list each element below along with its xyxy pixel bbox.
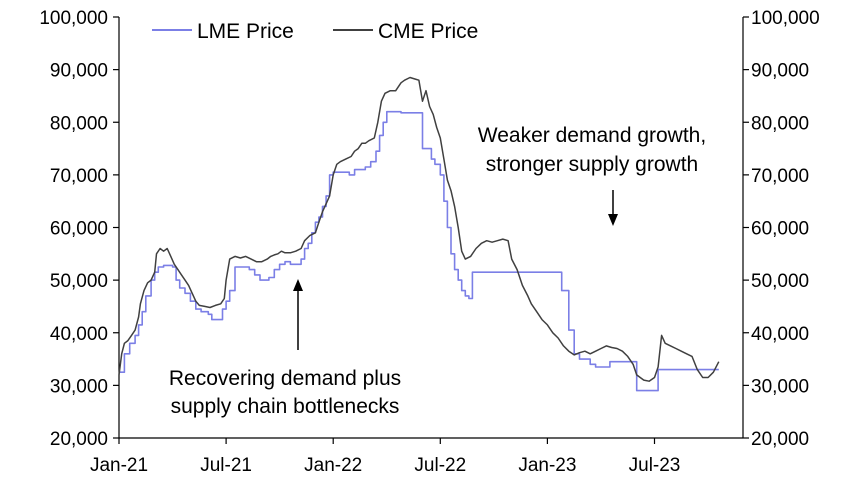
annotation-weaker: Weaker demand growth, stronger supply gr…	[478, 124, 706, 226]
y-tick-label-right: 70,000	[751, 166, 809, 187]
ticks: 20,000 20,000 30,000 30,000 40,000 40,000 50,0…	[39, 8, 819, 476]
y-tick-label-left: 90,000	[50, 61, 108, 82]
y-tick-label-right: 60,000	[751, 219, 809, 240]
y-tick-label-left: 100,000	[39, 8, 108, 29]
y-tick-label-left: 50,000	[50, 271, 108, 292]
annotation-weaker-arrow-head	[608, 214, 618, 226]
y-tick-label-right: 40,000	[751, 324, 809, 345]
x-tick-label: Jul-21	[200, 455, 252, 476]
y-tick-label-left: 60,000	[50, 219, 108, 240]
legend-label-cme: CME Price	[378, 20, 478, 43]
series-line-cme	[118, 76, 720, 382]
y-tick-label-left: 80,000	[50, 113, 108, 134]
annotation-recovering: Recovering demand plus supply chain bott…	[169, 279, 401, 418]
y-tick-label-right: 90,000	[751, 61, 809, 82]
legend-label-lme: LME Price	[197, 20, 294, 43]
series-layer	[118, 76, 720, 392]
y-tick-label-right: 50,000	[751, 271, 809, 292]
annotation-recovering-arrow-head	[293, 279, 303, 291]
annotation-recovering-line-2: supply chain bottlenecks	[171, 395, 400, 418]
annotation-recovering-line-1: Recovering demand plus	[169, 367, 401, 390]
annotation-weaker-line-1: Weaker demand growth,	[478, 124, 706, 147]
x-tick-label: Jan-22	[304, 455, 362, 476]
y-tick-label-right: 100,000	[751, 8, 820, 29]
y-tick-label-right: 30,000	[751, 376, 809, 397]
x-tick-label: Jan-21	[90, 455, 148, 476]
y-tick-label-left: 30,000	[50, 376, 108, 397]
x-tick-label: Jul-23	[629, 455, 681, 476]
x-tick-label: Jul-22	[414, 455, 466, 476]
y-tick-label-right: 20,000	[751, 429, 809, 450]
legend: LME Price CME Price	[152, 20, 478, 43]
series-line-lme	[119, 110, 719, 392]
y-tick-label-left: 40,000	[50, 324, 108, 345]
annotation-weaker-line-2: stronger supply growth	[486, 153, 698, 176]
x-tick-label: Jan-23	[518, 455, 576, 476]
y-tick-label-right: 80,000	[751, 113, 809, 134]
y-tick-label-left: 20,000	[50, 429, 108, 450]
y-tick-label-left: 70,000	[50, 166, 108, 187]
